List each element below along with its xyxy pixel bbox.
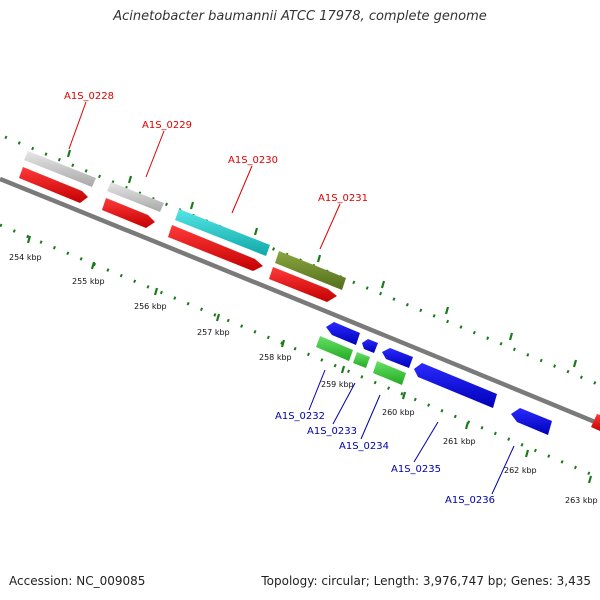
tick-label: 259 kbp xyxy=(321,380,354,389)
gene-label-a1s-0229[interactable]: A1S_0229 xyxy=(142,120,192,131)
gene-label-a1s-0234[interactable]: A1S_0234 xyxy=(339,441,389,452)
gene-label-a1s-0235[interactable]: A1S_0235 xyxy=(391,464,441,475)
gene-feature-red[interactable] xyxy=(269,267,337,302)
gene-feature-blue[interactable] xyxy=(362,339,378,353)
inner-tick-track xyxy=(0,223,600,484)
gene-feature-blue[interactable] xyxy=(511,408,552,435)
gene-feature-green[interactable] xyxy=(316,336,353,361)
genome-backbone xyxy=(0,176,600,427)
gene-feature-green[interactable] xyxy=(373,361,406,385)
tick-label: 261 kbp xyxy=(443,437,476,446)
gene-label-a1s-0233[interactable]: A1S_0233 xyxy=(307,426,357,437)
gene-feature-red[interactable] xyxy=(102,198,155,228)
gene-feature-olive[interactable] xyxy=(275,251,346,290)
gene-label-a1s-0236[interactable]: A1S_0236 xyxy=(445,495,495,506)
gene-feature-gray[interactable] xyxy=(107,182,164,212)
gene-feature-red[interactable] xyxy=(591,414,600,431)
tick-label: 255 kbp xyxy=(72,277,105,286)
gene-label-a1s-0230[interactable]: A1S_0230 xyxy=(228,155,278,166)
tick-label: 262 kbp xyxy=(504,466,537,475)
gene-label-a1s-0228[interactable]: A1S_0228 xyxy=(64,91,114,102)
tick-label: 258 kbp xyxy=(259,353,292,362)
gene-feature-blue[interactable] xyxy=(414,363,497,408)
forward-features xyxy=(19,151,600,431)
forward-leaders xyxy=(68,101,341,250)
map-title: Acinetobacter baumannii ATCC 17978, comp… xyxy=(113,9,487,24)
tick-labels: 254 kbp 255 kbp 256 kbp 257 kbp 258 kbp … xyxy=(9,253,598,505)
gene-feature-gray[interactable] xyxy=(24,151,96,187)
reverse-features xyxy=(316,322,552,435)
gene-feature-green[interactable] xyxy=(353,352,370,368)
accession-text: Accession: NC_009085 xyxy=(9,574,146,588)
gene-feature-red[interactable] xyxy=(168,225,263,271)
gene-feature-cyan[interactable] xyxy=(175,209,270,256)
gene-label-a1s-0232[interactable]: A1S_0232 xyxy=(275,411,325,422)
forward-gene-labels: A1S_0228 A1S_0229 A1S_0230 A1S_0231 xyxy=(64,91,368,204)
tick-label: 254 kbp xyxy=(9,253,42,262)
tick-label: 257 kbp xyxy=(197,328,230,337)
reverse-leaders xyxy=(308,369,515,495)
tick-label: 263 kbp xyxy=(565,496,598,505)
tick-label: 260 kbp xyxy=(382,408,415,417)
gene-feature-red[interactable] xyxy=(19,167,88,203)
tick-label: 256 kbp xyxy=(134,302,167,311)
gene-label-a1s-0231[interactable]: A1S_0231 xyxy=(318,193,368,204)
gene-feature-blue[interactable] xyxy=(326,322,360,345)
reverse-gene-labels: A1S_0232 A1S_0233 A1S_0234 A1S_0235 A1S_… xyxy=(275,411,495,506)
gene-feature-blue[interactable] xyxy=(382,348,413,368)
genome-summary-text: Topology: circular; Length: 3,976,747 bp… xyxy=(261,574,591,588)
